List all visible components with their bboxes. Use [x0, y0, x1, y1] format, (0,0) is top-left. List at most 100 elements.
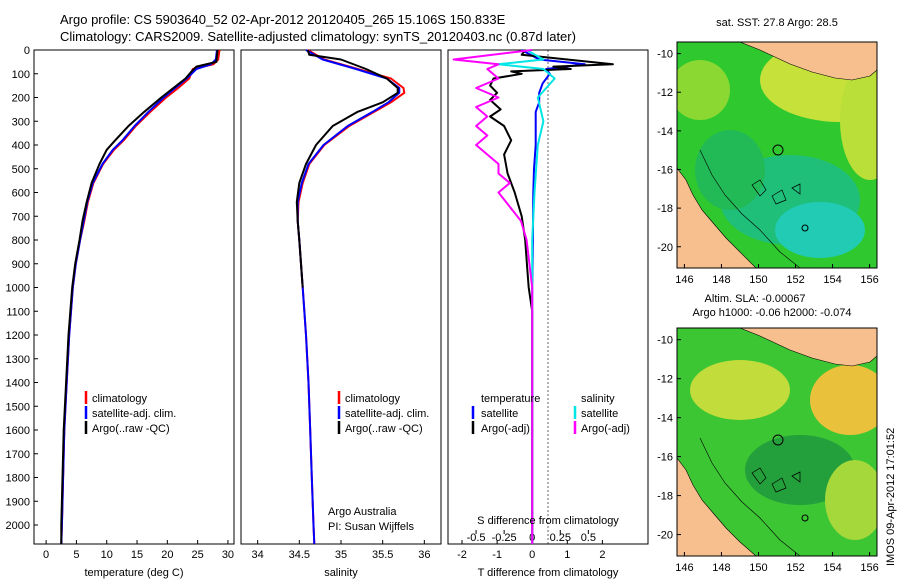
map-lat-label: -18 — [657, 203, 673, 215]
map-lon-label: 150 — [749, 274, 767, 286]
map-lat-label: -18 — [657, 491, 673, 503]
series-line-salinity-satellite — [497, 49, 556, 544]
salinity-legend: climatology satellite-adj. clim. Argo(..… — [337, 391, 429, 435]
figure-title-line1: Argo profile: CS 5903640_52 02-Apr-2012 … — [60, 12, 506, 27]
legend-label-argo: Argo(..raw -QC) — [92, 423, 170, 435]
sla-map-panel: Altim. SLA: -0.00067 Argo h1000: -0.06 h… — [657, 293, 879, 574]
reef-contour — [751, 179, 801, 205]
x-tick-label: 36 — [418, 549, 430, 561]
land-papua-new-guinea — [739, 328, 877, 367]
legend-header-temperature: temperature — [481, 393, 540, 405]
x-tick-label: -2 — [457, 549, 467, 561]
map-lon-label: 146 — [675, 274, 693, 286]
salinity-difference-tick-label: -0.25 — [492, 532, 517, 544]
map-lon-label: 152 — [786, 274, 804, 286]
x-tick-label: 34 — [252, 549, 264, 561]
sst-warm-region-west — [677, 60, 730, 120]
land-papua-new-guinea — [739, 42, 877, 81]
land-queensland — [677, 167, 757, 268]
x-tick-label: 0 — [529, 549, 535, 561]
temperature-profile-lines — [60, 49, 221, 545]
map-lat-label: -10 — [657, 49, 673, 61]
depth-tick-label: 400 — [12, 140, 30, 152]
series-line-salinity-argo-adj- — [452, 49, 534, 544]
depth-tick-label: 700 — [12, 211, 30, 223]
temperature-plot-frame — [33, 49, 235, 545]
sst-warm-region-east — [840, 60, 877, 180]
map-lat-label: -20 — [657, 242, 673, 254]
imos-timestamp: IMOS 09-Apr-2012 17:01:52 — [885, 428, 897, 566]
sst-map-frame — [676, 41, 878, 269]
legend-header-salinity: salinity — [581, 393, 615, 405]
temperature-x-label: temperature (deg C) — [84, 567, 183, 579]
legend-label-argo: Argo(..raw -QC) — [345, 423, 423, 435]
legend-label-satellite: satellite-adj. clim. — [345, 408, 429, 420]
x-tick-label: 25 — [192, 549, 204, 561]
map-lat-label: -12 — [657, 87, 673, 99]
salinity-x-label: salinity — [324, 567, 358, 579]
map-lat-label: -16 — [657, 164, 673, 176]
depth-tick-label: 200 — [12, 93, 30, 105]
bathymetry-contour — [699, 149, 801, 268]
sla-map-axes: 146 148 150 152 154 156 -10 -12 -14 -16 -18 -20 — [657, 335, 879, 574]
x-tick-label: 35 — [335, 549, 347, 561]
map-lon-label: 148 — [712, 562, 730, 574]
map-lat-label: -14 — [657, 413, 673, 425]
x-tick-label: 2 — [599, 549, 605, 561]
x-tick-label: 0 — [43, 549, 49, 561]
sst-argo-float-marker — [772, 144, 784, 156]
depth-tick-label: 300 — [12, 116, 30, 128]
legend-label-satellite: satellite-adj. clim. — [92, 408, 176, 420]
map-lon-label: 156 — [860, 562, 878, 574]
depth-tick-label: 1000 — [6, 283, 30, 295]
series-line-argo-raw-qc- — [60, 49, 219, 544]
map-lon-label: 146 — [675, 562, 693, 574]
map-lat-label: -20 — [657, 530, 673, 542]
map-lon-label: 152 — [786, 562, 804, 574]
depth-tick-label: 1900 — [6, 496, 30, 508]
salinity-x-axis: 34 34.5 35 35.5 36 — [252, 540, 430, 561]
legend-label-temp-argo: Argo(-adj) — [481, 423, 530, 435]
series-line-argo-raw-qc- — [295, 49, 399, 288]
series-line-temperature-argo-adj- — [489, 49, 614, 544]
annotation-argo-australia: Argo Australia — [328, 506, 397, 518]
bathymetry-contour — [699, 437, 801, 556]
depth-tick-label: 1300 — [6, 354, 30, 366]
sla-map-title-line2: Argo h1000: -0.06 h2000: -0.074 — [692, 307, 851, 319]
x-tick-label: 10 — [101, 549, 113, 561]
temperature-x-axis: 0 5 10 15 20 25 30 — [43, 540, 234, 561]
x-tick-label: 20 — [161, 549, 173, 561]
x-tick-label: 1 — [564, 549, 570, 561]
map-lon-label: 156 — [860, 274, 878, 286]
map-lon-label: 150 — [749, 562, 767, 574]
t-difference-label: T difference from climatology — [478, 567, 619, 579]
sla-secondary-marker — [801, 514, 809, 522]
depth-tick-label: 800 — [12, 235, 30, 247]
sst-map-axes: 146 148 150 152 154 156 -10 -12 -14 -16 -18 -20 — [657, 49, 879, 286]
x-tick-label: 30 — [222, 549, 234, 561]
s-difference-label: S difference from climatology — [477, 515, 619, 527]
map-lon-label: 154 — [823, 274, 841, 286]
depth-tick-label: 1600 — [6, 425, 30, 437]
legend-label-sal-satellite: satellite — [581, 408, 618, 420]
depth-tick-label: 100 — [12, 69, 30, 81]
salinity-difference-tick-label: -0.5 — [467, 532, 486, 544]
depth-tick-label: 2000 — [6, 520, 30, 532]
depth-tick-label: 1700 — [6, 449, 30, 461]
depth-axis: 0 100 200 300 400 500 600 700 800 900 1000 1100 1200… — [6, 45, 38, 532]
depth-tick-label: 1500 — [6, 401, 30, 413]
sla-map-title-line1: Altim. SLA: -0.00067 — [705, 293, 806, 305]
legend-label-temp-satellite: satellite — [481, 408, 518, 420]
sst-map-title: sat. SST: 27.8 Argo: 28.5 — [716, 17, 838, 29]
land-queensland — [677, 457, 757, 556]
reef-contour — [751, 467, 801, 493]
salinity-plot-frame — [240, 49, 442, 545]
sla-high-region-2 — [690, 360, 790, 420]
series-line-climatology — [60, 49, 221, 545]
x-tick-label: 35.5 — [372, 549, 393, 561]
sst-cool-region-2 — [775, 202, 865, 258]
x-tick-label: 5 — [73, 549, 79, 561]
temperature-panel: 0100200300400500600700800900100011001200… — [6, 45, 235, 579]
difference-panel: -2 -1 0 1 2 -0.5 -0.25 0 0.25 0.5 S difference f… — [447, 49, 649, 579]
